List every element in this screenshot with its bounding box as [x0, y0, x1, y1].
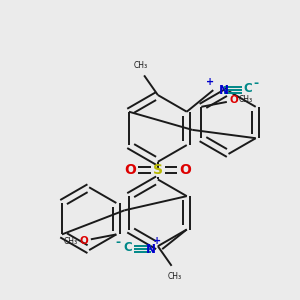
Text: N: N — [146, 243, 156, 256]
Text: S: S — [153, 163, 163, 177]
Text: O: O — [230, 95, 239, 105]
Text: CH₃: CH₃ — [134, 61, 148, 70]
Text: +: + — [206, 77, 214, 87]
Text: -: - — [254, 77, 259, 90]
Text: CH₃: CH₃ — [64, 237, 78, 246]
Text: -: - — [115, 236, 120, 249]
Text: C: C — [123, 241, 132, 254]
Text: C: C — [244, 82, 252, 95]
Text: N: N — [219, 84, 229, 97]
Text: O: O — [79, 236, 88, 246]
Text: CH₃: CH₃ — [238, 95, 253, 104]
Text: O: O — [124, 163, 136, 177]
Text: O: O — [179, 163, 191, 177]
Text: CH₃: CH₃ — [167, 272, 182, 281]
Text: +: + — [153, 236, 161, 246]
